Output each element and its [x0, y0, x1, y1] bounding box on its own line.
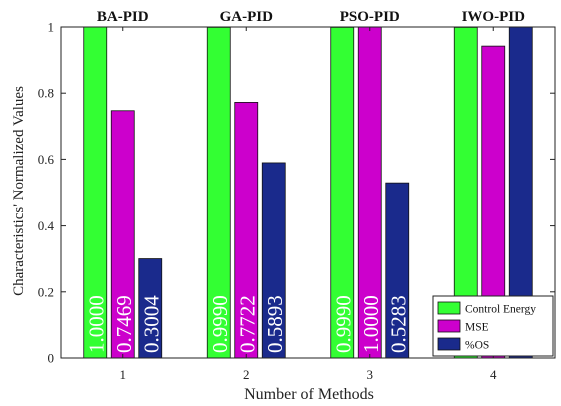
x-tick-label: 2	[243, 367, 250, 382]
legend-label: MSE	[465, 322, 489, 334]
y-tick-label: 0.2	[38, 284, 54, 299]
axes: 1 2 3 4 0 0.2 0.4 0.6 0.8 1	[38, 20, 556, 382]
bar-value-label: 1.0000	[359, 295, 383, 353]
group-title: IWO-PID	[462, 9, 526, 25]
bar-value-label: 0.9990	[331, 295, 355, 353]
bar-value-label: 0.5893	[263, 295, 287, 353]
y-tick-label: 0.4	[38, 218, 55, 233]
x-tick-label: 4	[490, 367, 497, 382]
bar-value-label: 0.9990	[208, 295, 232, 353]
y-tick-label: 0.8	[38, 86, 54, 101]
legend-label: %OS	[465, 340, 489, 352]
bar-value-label: 0.7469	[112, 295, 136, 353]
legend-swatch	[437, 337, 461, 351]
bar-value-label: 0.7722	[235, 295, 259, 353]
y-tick-label: 0.6	[38, 152, 55, 167]
group-title: BA-PID	[97, 9, 149, 25]
legend: Control Energy MSE %OS	[432, 295, 554, 357]
y-tick-label: 1	[48, 20, 55, 35]
bar-value-label: 0.5283	[386, 295, 410, 353]
bar-value-label: 0.3004	[139, 295, 163, 353]
group-title: GA-PID	[220, 9, 273, 25]
legend-label: Control Energy	[465, 304, 536, 316]
y-axis-label: Characteristics' Normalized Values	[11, 86, 27, 296]
y-tick-label: 0	[48, 351, 55, 366]
x-tick-label: 1	[120, 367, 127, 382]
x-tick-label: 3	[367, 367, 374, 382]
bars-layer	[83, 26, 533, 359]
x-axis-label: Number of Methods	[244, 386, 374, 403]
group-title: PSO-PID	[340, 9, 400, 25]
bar-value-label: 1.0000	[84, 295, 108, 353]
plot-frame	[60, 26, 556, 359]
legend-swatch	[437, 301, 461, 315]
group-titles: BA-PID GA-PID PSO-PID IWO-PID	[97, 9, 525, 25]
legend-swatch	[437, 319, 461, 333]
